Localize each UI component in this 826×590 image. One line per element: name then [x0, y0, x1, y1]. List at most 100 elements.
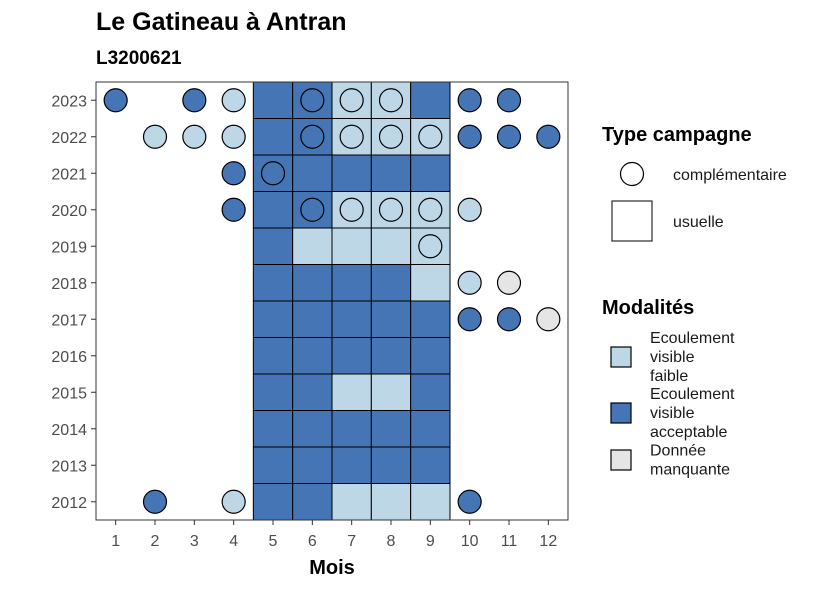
- x-axis: 1 2 3 4 5 6 7 8 9 10 11 12: [111, 520, 557, 550]
- legend-label-line: faible: [650, 368, 688, 385]
- usuelle-tile: [252, 300, 294, 338]
- chart-subtitle: L3200621: [96, 48, 182, 69]
- complementaire-point: [496, 307, 522, 332]
- usuelle-tile: [252, 337, 294, 375]
- y-tick-label: 2022: [51, 130, 87, 147]
- complementaire-point: [260, 161, 286, 186]
- usuelle-tile: [410, 483, 451, 521]
- x-tick-label: 2: [151, 533, 160, 550]
- complementaire-point: [457, 124, 482, 149]
- usuelle-tile: [331, 337, 372, 375]
- legend-label-line: Ecoulement: [650, 386, 735, 403]
- usuelle-tile: [410, 300, 451, 338]
- usuelle-tile: [252, 373, 294, 411]
- complementaire-point: [142, 124, 168, 149]
- y-tick-label: 2016: [51, 349, 87, 366]
- usuelle-tile: [252, 410, 294, 448]
- usuelle-tile: [331, 154, 372, 192]
- usuelle-tile: [292, 264, 333, 302]
- complementaire-circles: [103, 88, 561, 514]
- usuelle-tile: [370, 373, 412, 411]
- usuelle-tile: [331, 446, 372, 484]
- x-tick-label: 8: [387, 533, 396, 550]
- usuelle-tile: [292, 373, 333, 411]
- usuelle-tile: [252, 191, 294, 229]
- legend-label-line: Ecoulement: [650, 330, 735, 347]
- complementaire-point: [457, 197, 482, 222]
- legend-key-circle: [619, 161, 645, 187]
- x-axis-title: Mois: [309, 557, 355, 579]
- y-tick-label: 2018: [51, 276, 87, 293]
- usuelle-tile: [252, 118, 294, 156]
- x-tick-label: 1: [111, 533, 120, 550]
- complementaire-point: [496, 88, 522, 113]
- usuelle-tile: [292, 300, 333, 338]
- y-tick-label: 2019: [51, 239, 87, 256]
- usuelle-tile: [410, 410, 451, 448]
- y-tick-label: 2012: [51, 495, 87, 512]
- usuelle-tile: [252, 483, 294, 521]
- complementaire-point: [418, 234, 443, 259]
- usuelle-tile: [370, 446, 412, 484]
- x-tick-label: 7: [347, 533, 356, 550]
- complementaire-point: [300, 197, 325, 222]
- complementaire-point: [221, 197, 246, 222]
- x-tick-label: 11: [501, 533, 518, 550]
- usuelle-tile: [331, 373, 372, 411]
- usuelle-tile: [410, 373, 451, 411]
- complementaire-point: [339, 124, 364, 149]
- usuelle-tile: [292, 446, 333, 484]
- usuelle-tile: [292, 483, 333, 521]
- usuelle-tile: [370, 154, 412, 192]
- usuelle-tile: [331, 264, 372, 302]
- x-tick-label: 5: [269, 533, 278, 550]
- usuelle-tile: [331, 227, 372, 265]
- usuelle-tile: [292, 227, 333, 265]
- usuelle-tile: [252, 227, 294, 265]
- usuelle-tile: [331, 410, 372, 448]
- complementaire-point: [457, 307, 482, 332]
- complementaire-point: [300, 88, 325, 113]
- x-tick-label: 12: [539, 533, 557, 550]
- legend-label: usuelle: [673, 214, 724, 231]
- complementaire-point: [536, 307, 561, 332]
- complementaire-point: [182, 124, 207, 149]
- x-tick-label: 10: [461, 533, 479, 550]
- usuelle-tile: [331, 300, 372, 338]
- usuelle-tile: [252, 81, 294, 119]
- complementaire-point: [418, 124, 443, 149]
- x-tick-label: 9: [426, 533, 435, 550]
- y-tick-label: 2017: [51, 312, 87, 329]
- x-tick-label: 4: [229, 533, 238, 550]
- y-tick-label: 2023: [51, 93, 87, 110]
- legend-type-campagne: Type campagne complémentaire usuelle: [602, 124, 787, 242]
- y-axis: 2012 2013 2014 2015 2016 2017 2018 2019 2020 2021…: [51, 93, 96, 512]
- usuelle-tile: [370, 337, 412, 375]
- legend-label-line: visible: [650, 405, 695, 422]
- usuelle-tile: [410, 446, 451, 484]
- complementaire-point: [418, 197, 443, 222]
- y-tick-label: 2014: [51, 422, 87, 439]
- complementaire-point: [339, 88, 364, 113]
- chart-title: Le Gatineau à Antran: [96, 8, 347, 36]
- usuelle-tile: [410, 81, 451, 119]
- complementaire-point: [496, 124, 522, 149]
- legend-label-line: Donnée: [650, 443, 706, 460]
- usuelle-tile: [370, 300, 412, 338]
- complementaire-point: [221, 88, 246, 113]
- x-tick-label: 3: [190, 533, 199, 550]
- complementaire-point: [496, 270, 522, 295]
- legend-label-line: visible: [650, 349, 695, 366]
- complementaire-point: [221, 161, 246, 186]
- complementaire-point: [103, 88, 128, 113]
- usuelle-tile: [252, 264, 294, 302]
- usuelle-tile: [370, 410, 412, 448]
- usuelle-tile: [410, 337, 451, 375]
- legend-label-line: acceptable: [650, 424, 727, 441]
- complementaire-point: [457, 270, 482, 295]
- legend-label-line: manquante: [650, 462, 730, 479]
- usuelle-tile: [292, 410, 333, 448]
- y-tick-label: 2020: [51, 203, 87, 220]
- complementaire-point: [221, 124, 246, 149]
